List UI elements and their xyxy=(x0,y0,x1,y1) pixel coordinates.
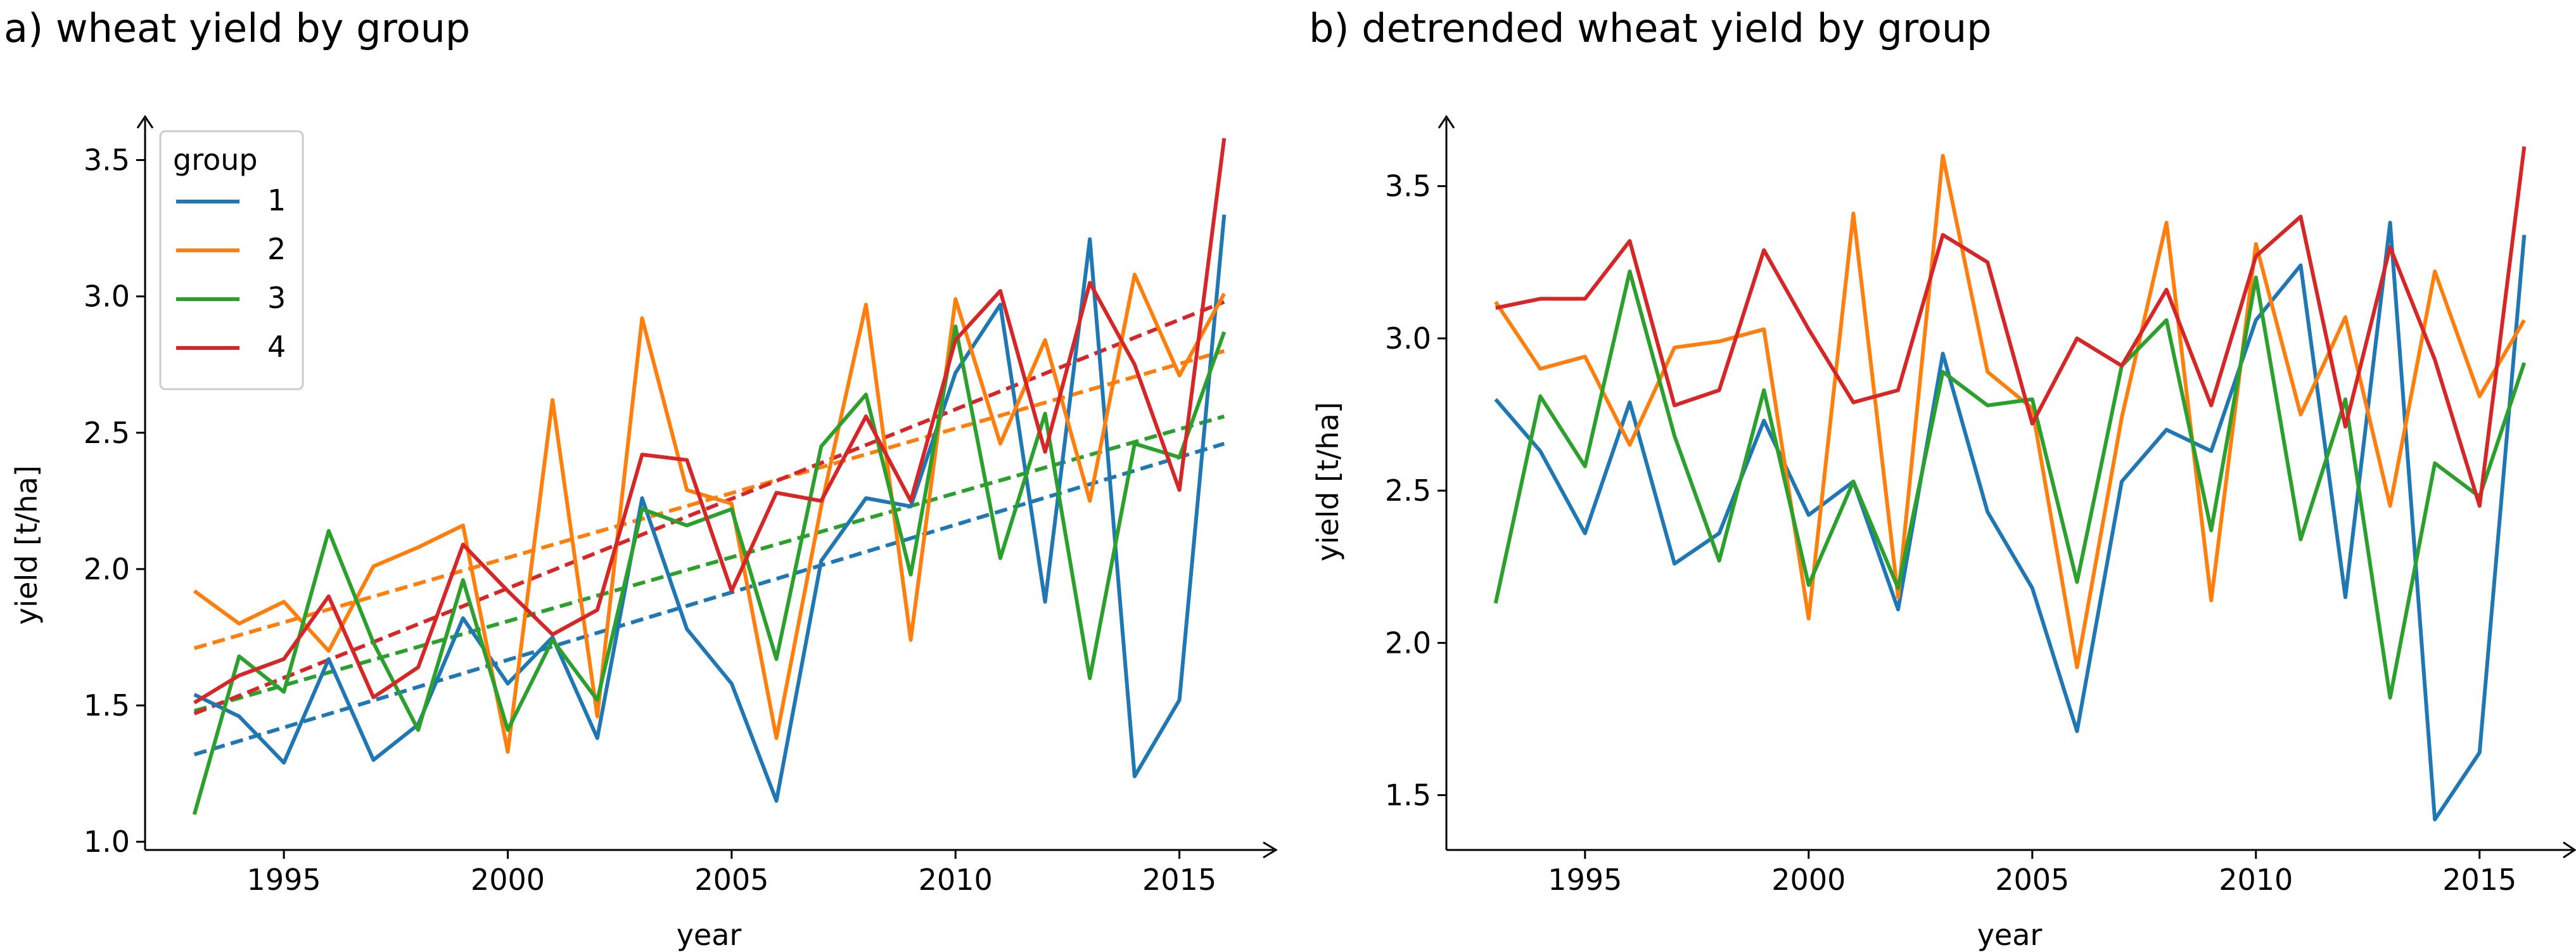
legend-label: 2 xyxy=(267,232,286,266)
panel-a-x-axis-arrow xyxy=(1263,841,1278,859)
panel-a-series xyxy=(192,138,1227,815)
x-tick-label: 2010 xyxy=(2219,863,2293,897)
trend-line-group-1 xyxy=(193,442,1225,757)
y-tick-label: 1.5 xyxy=(84,688,130,723)
panel-b-xlabel: year xyxy=(1977,918,2043,952)
y-tick-label: 3.5 xyxy=(1385,169,1431,203)
series-line-group-4 xyxy=(193,138,1227,705)
panel-a-xlabel: year xyxy=(677,918,742,952)
panel-a-y-ticks: 1.0 1.5 2.0 2.5 3.0 3.5 xyxy=(84,143,145,859)
panel-a-x-ticks: 1995 2000 2005 2010 2015 xyxy=(247,850,1216,897)
y-tick-label: 1.0 xyxy=(84,825,130,859)
panel-b-y-ticks: 1.5 2.0 2.5 3.0 3.5 xyxy=(1385,169,1446,813)
y-tick-label: 2.5 xyxy=(84,416,130,450)
legend-items: 1 2 3 4 xyxy=(176,183,286,364)
panel-a-y-axis-arrow xyxy=(136,115,154,129)
panel-b-series xyxy=(1493,146,2527,821)
x-tick-label: 1995 xyxy=(247,863,321,897)
x-tick-label: 2005 xyxy=(694,863,768,897)
legend-title: group xyxy=(173,143,258,177)
panel-b-y-axis-arrow xyxy=(1438,115,1455,129)
x-tick-label: 2005 xyxy=(1995,863,2069,897)
series-line-group-3 xyxy=(1493,269,2527,700)
y-tick-label: 2.5 xyxy=(1385,473,1431,508)
x-tick-label: 2015 xyxy=(1142,863,1216,897)
trend-line-group-3 xyxy=(193,415,1225,713)
y-tick-label: 3.0 xyxy=(1385,321,1431,356)
panel-a-axes xyxy=(136,115,1278,859)
panel-a-title: a) wheat yield by group xyxy=(4,5,470,51)
series-line-group-3 xyxy=(192,325,1227,815)
x-tick-label: 2000 xyxy=(471,863,545,897)
legend: group 1 2 3 4 xyxy=(159,130,304,390)
panel-a-ylabel: yield [t/ha] xyxy=(10,465,44,625)
panel-b-title: b) detrended wheat yield by group xyxy=(1309,5,1992,51)
y-tick-label: 3.0 xyxy=(84,280,130,314)
series-line-group-4 xyxy=(1495,146,2527,508)
panel-b-axes xyxy=(1438,115,2576,859)
legend-frame xyxy=(159,130,304,390)
legend-label: 1 xyxy=(267,183,286,217)
legend-label: 4 xyxy=(267,330,286,364)
panel-b-x-ticks: 1995 2000 2005 2010 2015 xyxy=(1548,850,2516,897)
y-tick-label: 2.0 xyxy=(1385,626,1431,660)
legend-label: 3 xyxy=(267,281,286,315)
x-tick-label: 2010 xyxy=(919,863,993,897)
panel-b-ylabel: yield [t/ha] xyxy=(1311,402,1345,562)
panel-a: a) wheat yield by group yield [t/ha] yea… xyxy=(4,5,1278,952)
y-tick-label: 1.5 xyxy=(1385,778,1431,813)
x-tick-label: 2015 xyxy=(2442,863,2516,897)
series-line-group-1 xyxy=(1494,221,2527,821)
series-line-group-1 xyxy=(193,214,1227,803)
series-line-group-2 xyxy=(1494,153,2526,669)
x-tick-label: 1995 xyxy=(1548,863,1622,897)
panel-b: b) detrended wheat yield by group yield … xyxy=(1309,5,2576,952)
series-line-group-2 xyxy=(193,273,1226,754)
x-tick-label: 2000 xyxy=(1771,863,1846,897)
y-tick-label: 3.5 xyxy=(84,143,130,177)
trend-line-group-2 xyxy=(193,349,1225,650)
y-tick-label: 2.0 xyxy=(84,552,130,586)
panel-b-x-axis-arrow xyxy=(2563,841,2576,859)
